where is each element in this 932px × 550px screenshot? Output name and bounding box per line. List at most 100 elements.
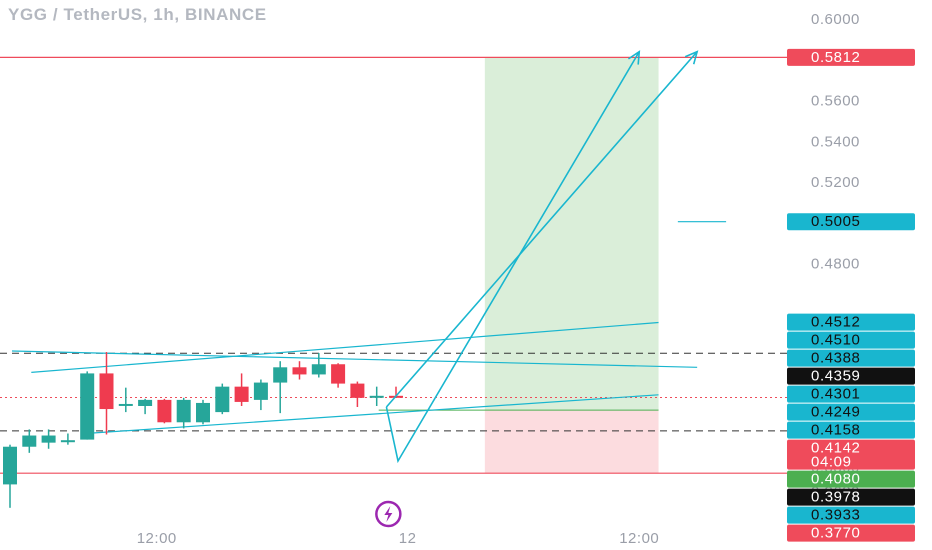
price-badge-bg <box>787 349 915 367</box>
y-tick-label: 0.5400 <box>811 133 860 150</box>
price-badge-bg <box>787 385 915 403</box>
candle <box>80 371 95 440</box>
candle <box>41 429 56 449</box>
price-badge: 0.4510 <box>787 331 915 349</box>
candle <box>22 429 37 453</box>
price-badge-countdown: 04:09 <box>811 454 852 471</box>
price-badge-bg <box>787 331 915 349</box>
x-tick-label: 12:00 <box>619 530 659 547</box>
price-badge-bg <box>787 421 915 439</box>
arrow-head <box>627 50 641 65</box>
candle-body <box>331 364 346 384</box>
price-badge-bg <box>787 506 915 524</box>
long-position-box[interactable] <box>378 57 659 474</box>
x-tick-label: 12 <box>399 530 417 547</box>
candle <box>311 353 326 378</box>
price-badge-label: 0.4512 <box>811 314 860 331</box>
price-badge: 0.3978 <box>787 488 915 506</box>
price-badge-label: 0.4510 <box>811 332 860 349</box>
candle-body <box>292 367 307 375</box>
candle-body <box>215 386 230 413</box>
price-badge: 0.4388 <box>787 349 915 367</box>
candle-body <box>350 383 365 398</box>
price-badge-label: 0.3978 <box>811 489 860 506</box>
candle <box>369 386 384 406</box>
price-badge: 0.3770 <box>787 524 915 542</box>
price-badge-bg <box>787 439 915 470</box>
candle-body <box>3 446 17 485</box>
candle-body <box>311 364 326 375</box>
price-badge-bg <box>787 213 915 231</box>
candle <box>273 361 288 414</box>
x-tick-label: 12:00 <box>137 530 177 547</box>
candle-body <box>60 440 75 443</box>
price-badge-label: 0.4142 <box>811 440 860 457</box>
loss-zone[interactable] <box>484 410 659 474</box>
price-badge-bg <box>787 470 915 488</box>
candle-body <box>80 373 95 440</box>
price-badge: 0.3933 <box>787 506 915 524</box>
price-badge: 0.4249 <box>787 403 915 421</box>
y-tick-label: 0.5600 <box>811 93 860 110</box>
candle <box>176 397 191 429</box>
candle <box>196 399 210 425</box>
candle-body <box>253 382 268 400</box>
price-badge-label: 0.4080 <box>811 471 860 488</box>
candle-body <box>273 367 288 383</box>
time-axis[interactable]: 12:00 12 12:00 <box>137 530 660 547</box>
projection-path[interactable] <box>385 51 698 408</box>
candlesticks <box>3 352 403 508</box>
price-badge-bg <box>787 403 915 421</box>
price-badge: 0.4158 <box>787 421 915 439</box>
candle-body <box>157 399 172 423</box>
candle-body <box>22 435 37 447</box>
price-badge-label: 0.4388 <box>811 350 860 367</box>
candle-body <box>196 402 210 423</box>
candle-body <box>99 373 114 410</box>
price-badge-bg <box>787 367 915 385</box>
candle <box>234 373 249 406</box>
event-marker[interactable] <box>375 500 402 528</box>
price-badge: 0.4359 <box>787 367 915 385</box>
trend-line[interactable] <box>31 321 659 373</box>
price-badge: 0.4301 <box>787 385 915 403</box>
candle <box>138 398 153 415</box>
price-badge-label: 0.4158 <box>811 422 860 439</box>
price-badge-bg <box>787 48 915 66</box>
candle-body <box>118 403 133 406</box>
candle-body <box>234 386 249 402</box>
candle <box>99 352 114 435</box>
price-badge-label: 0.5812 <box>811 49 860 66</box>
projection-path[interactable] <box>385 51 640 464</box>
chart-title: YGG / TetherUS, 1h, BINANCE <box>8 5 267 24</box>
price-badge: 0.5005 <box>787 213 915 231</box>
price-badge: 0.4080 <box>787 470 915 488</box>
candle <box>60 433 75 445</box>
projection-arrows[interactable] <box>385 50 699 464</box>
price-badge-bg <box>787 313 915 331</box>
candle-body <box>41 435 56 443</box>
y-tick-label: 0.5200 <box>811 174 860 191</box>
trend-line[interactable] <box>11 350 698 368</box>
price-badges: 0.5812 0.5005 0.45120.45100.43880.43590.43… <box>787 48 915 542</box>
lightning-icon[interactable] <box>375 500 402 528</box>
candle <box>118 387 133 413</box>
horizontal-levels[interactable] <box>0 56 787 474</box>
price-badge-label: 0.3770 <box>811 525 860 542</box>
profit-zone[interactable] <box>484 57 659 411</box>
price-badge-label: 0.3933 <box>811 507 860 524</box>
candle <box>3 444 17 508</box>
y-tick-label: 0.6000 <box>811 11 860 28</box>
arrow-head <box>684 50 699 65</box>
candle <box>331 363 346 388</box>
candle-body <box>369 395 384 398</box>
price-badge-bg <box>787 488 915 506</box>
price-badge-label: 0.5005 <box>811 213 860 230</box>
price-badge-label: 0.4249 <box>811 404 860 421</box>
price-badge: 0.4512 <box>787 313 915 331</box>
candle <box>215 383 230 415</box>
candle <box>157 398 172 424</box>
candle <box>253 379 268 411</box>
